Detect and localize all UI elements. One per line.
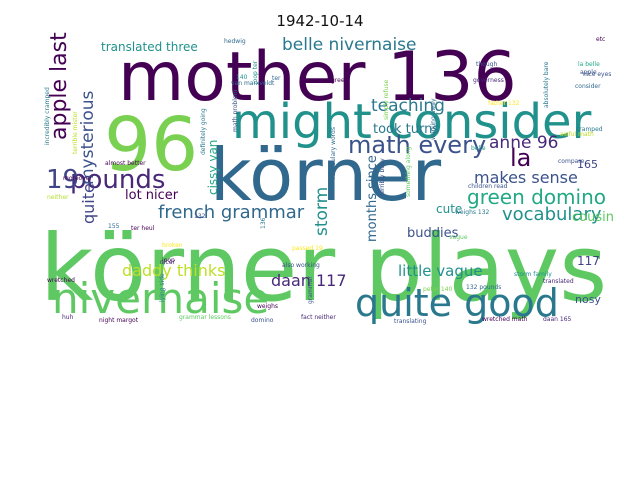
word-awful-math: awful math (560, 131, 594, 138)
chart-title: 1942-10-14 (276, 12, 364, 30)
word-vocabulary-words: vocabulary words (330, 127, 337, 180)
word-weighs-132: weighs 132 (455, 209, 490, 216)
word-155: 155 (108, 223, 120, 230)
word-passed-19: passed 19 (292, 245, 323, 252)
word-simply-refuse: simply refuse (383, 79, 390, 120)
word-translated: translated (543, 278, 574, 285)
word-ter: ter (272, 75, 281, 82)
word-green: green (331, 77, 349, 84)
word-also-working: also working (282, 262, 320, 269)
word-translated-three: translated three (101, 40, 198, 54)
word-hedwig: hedwig (224, 38, 246, 45)
word-terrible-mister: terrible mister (72, 111, 79, 154)
word-96: 96 (104, 102, 198, 188)
word-math-every: math every (348, 131, 486, 159)
word-huh: huh (62, 314, 74, 321)
word-almost-better: almost better (105, 160, 146, 167)
word-buddies: buddies (407, 226, 459, 241)
word-körner-plays: körner plays (40, 215, 607, 322)
word-wretched: wretched (47, 277, 75, 284)
word-lying-side: lying side (159, 273, 166, 302)
word-weighs: weighs (257, 303, 278, 310)
word-took-turns: took turns (373, 122, 439, 137)
word-storm: storm (312, 187, 332, 236)
word-math-problem: math problem (232, 89, 239, 132)
word-neither: neither (47, 194, 69, 201)
word-absolutely-bare: absolutely bare (543, 61, 550, 108)
word-vague: vague (449, 234, 468, 241)
word-132: 132 (194, 213, 206, 220)
word-wretched-math: wretched math (482, 316, 528, 323)
word-daan-117: daan 117 (271, 271, 347, 290)
word-nicer: nicer (160, 259, 175, 266)
word-quite: quite (79, 183, 98, 224)
word-cute: cute (436, 202, 462, 216)
word-night-margot: night margot (99, 317, 139, 324)
word-vocabulary: vocabulary (502, 204, 602, 225)
word-definitely-going: definitely going (200, 108, 207, 155)
word-terribly-busy: terribly busy (379, 158, 386, 196)
word-132-pounds: 132 pounds (466, 284, 501, 291)
word-father-132: father 132 (488, 100, 520, 107)
word-teaching: teaching (371, 96, 445, 116)
word-consider: consider (575, 83, 601, 90)
word-lot-nicer: lot nicer (125, 188, 179, 203)
word-körner: körner (210, 133, 441, 217)
word-joop-ter: joop ter (252, 60, 259, 85)
word-children-read: children read (468, 183, 508, 190)
word-joop: joop (161, 257, 175, 264)
word-little-vague: little vague (398, 262, 483, 280)
word-peter-140: peter 140 (423, 286, 453, 293)
word-140: 140 (236, 74, 248, 81)
word-might-consider: might consider (232, 94, 592, 150)
word-months-since: months since (365, 155, 380, 242)
word-nivernaise: nivernaise (52, 274, 269, 323)
word-moreover: moreover (63, 175, 92, 182)
word-fact-neither: fact neither (301, 314, 336, 321)
word-compare: compare (558, 158, 585, 165)
word-165: 165 (577, 158, 598, 171)
word-belle: belle (471, 145, 486, 152)
word-working-away: working away (430, 98, 437, 140)
word-grammar-lessons: grammar lessons (179, 314, 231, 321)
word-cramped: cramped (576, 126, 603, 133)
word-domino: domino (251, 317, 274, 324)
word-nice-eyes: nice eyes (583, 71, 611, 78)
word-apple: apple (580, 69, 597, 76)
word-daddy-thinks: daddy thinks (122, 261, 225, 280)
word-daan-165: daan 165 (543, 316, 572, 323)
word-apple-last: apple last (47, 32, 72, 140)
word-mother-136: mother 136 (118, 38, 517, 117)
word-etc: etc (596, 36, 605, 43)
word-19: 19 (46, 165, 79, 195)
word-ter-heul: ter heul (131, 225, 155, 232)
word-cissy-van: cissy van (206, 140, 220, 195)
word-anne-96: anne 96 (489, 133, 558, 153)
word-grammar: grammar (307, 276, 314, 304)
word-pounds: pounds (70, 165, 165, 195)
word-makes-sense: makes sense (474, 168, 578, 187)
word-broken: broken (162, 242, 183, 249)
word-136: 136 (260, 217, 267, 229)
word-governess: governess (473, 77, 504, 84)
word-quite-good: quite good (355, 281, 559, 325)
word-la: la (510, 144, 531, 172)
word-green-domino: green domino (467, 185, 606, 209)
word-french-grammar: french grammar (158, 202, 305, 223)
word-translating: translating (394, 318, 427, 325)
word-incredibly-cramped: incredibly cramped (44, 87, 51, 145)
word-117: 117 (577, 254, 600, 268)
word-cousin: cousin (572, 210, 614, 225)
word-something-along: something along (405, 147, 412, 197)
word-la-belle: la belle (578, 61, 600, 68)
word-belle-nivernaise: belle nivernaise (282, 35, 417, 55)
word-mysterious: mysterious (78, 91, 98, 185)
word-though: though (476, 61, 497, 68)
word-nosy: nosy (575, 293, 601, 306)
word-storm-family: storm family (514, 271, 552, 278)
word-van-marxveldt: van marxveldt (231, 80, 275, 87)
